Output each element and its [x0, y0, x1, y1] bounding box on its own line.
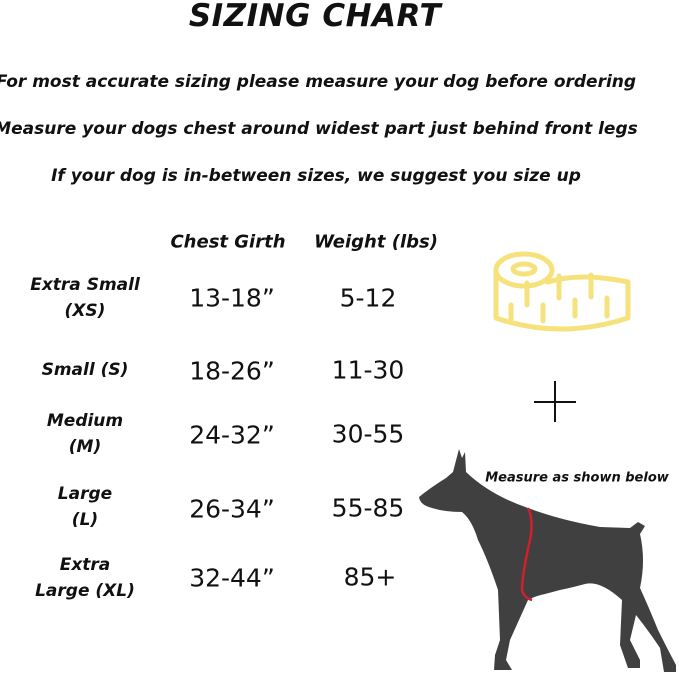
weight-xs: 5-12 [339, 283, 397, 313]
weight-m: 30-55 [331, 419, 405, 449]
size-label-xl: Extra Large (XL) [35, 555, 135, 601]
header-weight: Weight (lbs) [314, 231, 438, 253]
measure-note: Measure as shown below [485, 470, 669, 486]
chest-m: 24-32” [189, 420, 275, 450]
page-title: SIZING CHART [188, 0, 442, 34]
plus-icon [534, 381, 576, 422]
size-label-m: Medium (M) [46, 411, 124, 457]
size-label-l: Large (L) [57, 484, 113, 530]
dog-silhouette [419, 449, 676, 672]
instruction-3: If your dog is in-between sizes, we sugg… [51, 166, 581, 186]
weight-l: 55-85 [331, 493, 405, 523]
instruction-2: Measure your dogs chest around widest pa… [0, 119, 638, 139]
size-label-xs: Extra Small (XS) [30, 275, 140, 321]
weight-xl: 85+ [343, 562, 397, 592]
weight-s: 11-30 [331, 355, 405, 385]
chest-xl: 32-44” [189, 563, 275, 593]
size-label-s: Small (S) [41, 360, 129, 380]
instruction-1: For most accurate sizing please measure … [0, 72, 637, 92]
chest-l: 26-34” [189, 494, 275, 524]
tape-measure-icon [493, 251, 631, 332]
header-chest-girth: Chest Girth [170, 231, 286, 253]
chest-s: 18-26” [189, 356, 275, 386]
chest-xs: 13-18” [189, 283, 275, 313]
measure-line [520, 507, 533, 602]
